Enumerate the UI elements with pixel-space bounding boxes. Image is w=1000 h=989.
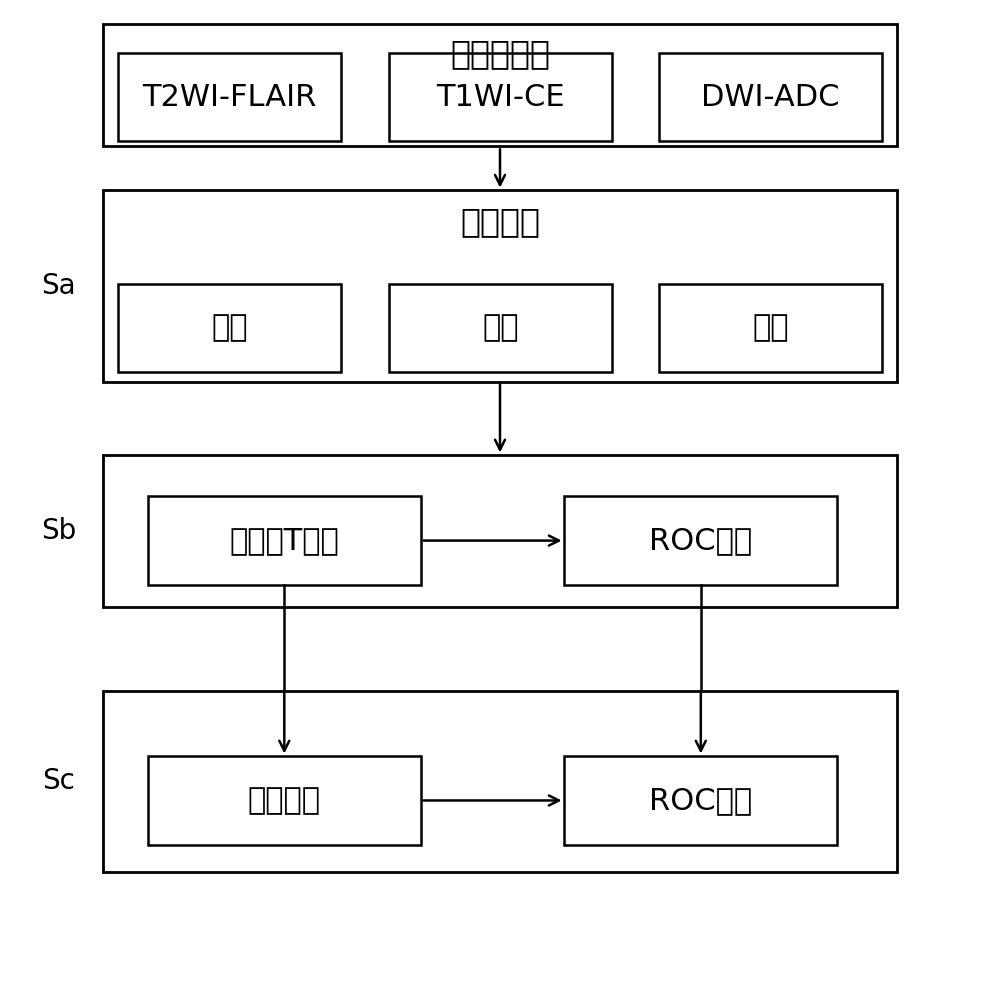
Text: 特征组合: 特征组合: [248, 786, 321, 815]
Bar: [659, 284, 882, 372]
Bar: [389, 284, 612, 372]
Text: Sb: Sb: [41, 517, 76, 545]
Bar: [118, 53, 341, 141]
Bar: [118, 284, 341, 372]
Text: 纹理: 纹理: [752, 314, 788, 342]
Bar: [659, 53, 882, 141]
Bar: [103, 690, 897, 872]
Text: DWI-ADC: DWI-ADC: [701, 83, 839, 112]
Text: ROC分析: ROC分析: [649, 526, 752, 555]
Text: 强度: 强度: [212, 314, 248, 342]
Text: 双样本T检验: 双样本T检验: [229, 526, 339, 555]
Text: Sa: Sa: [41, 272, 76, 300]
Text: T2WI-FLAIR: T2WI-FLAIR: [143, 83, 317, 112]
Text: 形状: 形状: [482, 314, 519, 342]
Bar: [148, 496, 421, 584]
Bar: [103, 455, 897, 607]
Bar: [103, 24, 897, 146]
Text: 磁共振图像: 磁共振图像: [450, 37, 550, 69]
Bar: [389, 53, 612, 141]
Bar: [564, 496, 837, 584]
Text: T1WI-CE: T1WI-CE: [436, 83, 565, 112]
Text: Sc: Sc: [42, 766, 75, 795]
Bar: [103, 191, 897, 382]
Text: ROC分析: ROC分析: [649, 786, 752, 815]
Bar: [564, 757, 837, 845]
Text: 特征提取: 特征提取: [460, 206, 540, 238]
Bar: [148, 757, 421, 845]
